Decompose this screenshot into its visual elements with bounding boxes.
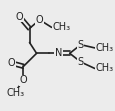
Text: O: O — [8, 58, 15, 68]
Text: CH₃: CH₃ — [6, 88, 24, 98]
Text: O: O — [35, 15, 43, 25]
Text: O: O — [20, 75, 27, 85]
Text: O: O — [16, 12, 23, 22]
Text: CH₃: CH₃ — [95, 63, 113, 73]
Text: S: S — [77, 57, 83, 67]
Text: N: N — [55, 48, 62, 58]
Text: S: S — [77, 40, 83, 50]
Text: CH₃: CH₃ — [52, 22, 70, 32]
Text: CH₃: CH₃ — [95, 43, 113, 53]
